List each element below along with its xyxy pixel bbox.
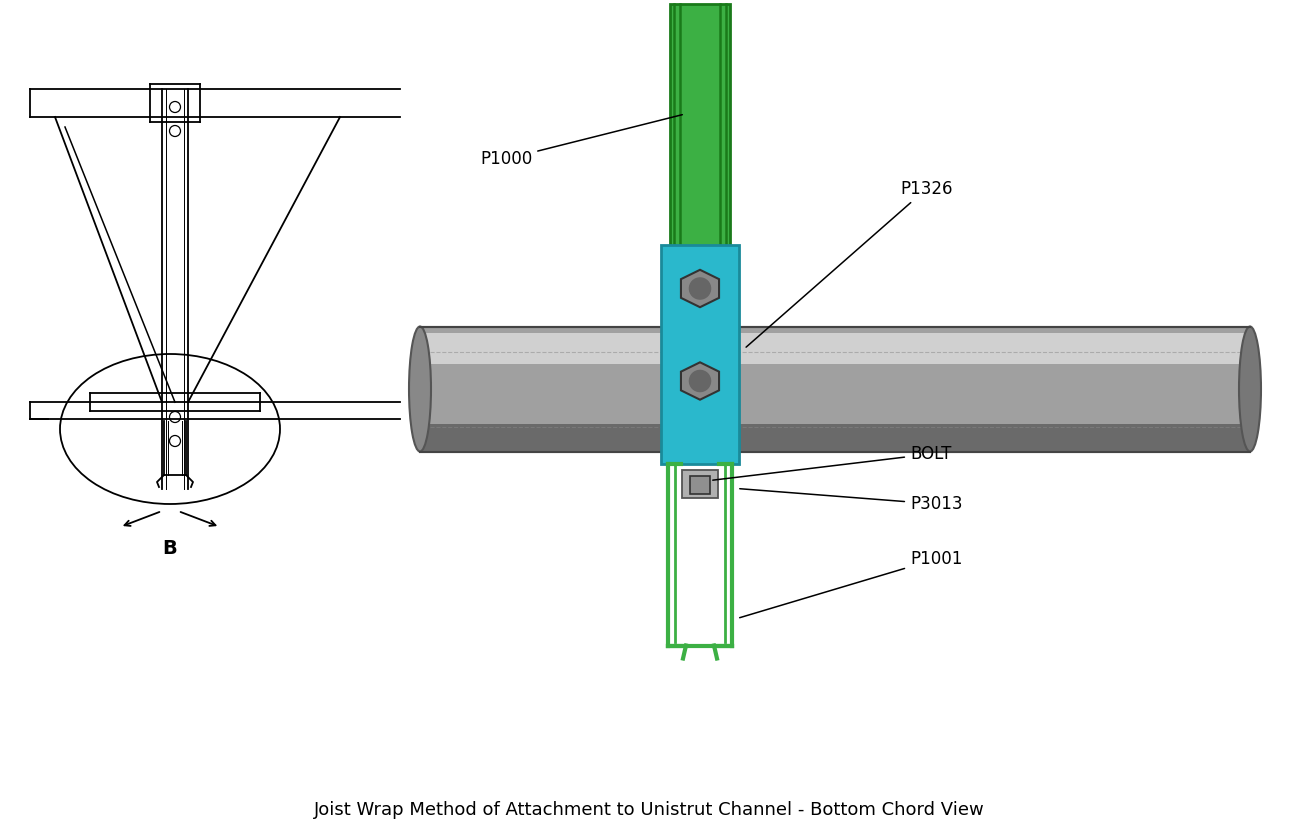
Bar — [691, 476, 710, 493]
Bar — [421, 326, 1250, 451]
Text: P1326: P1326 — [746, 180, 953, 347]
Text: P1001: P1001 — [740, 550, 962, 618]
Bar — [675, 467, 726, 640]
Ellipse shape — [409, 326, 431, 451]
Text: P1000: P1000 — [480, 115, 683, 168]
Text: P3013: P3013 — [740, 488, 963, 513]
Circle shape — [689, 278, 710, 299]
Bar — [421, 333, 1250, 364]
Polygon shape — [681, 362, 719, 399]
Bar — [681, 470, 718, 498]
Bar — [421, 424, 1250, 451]
Text: BOLT: BOLT — [713, 445, 951, 480]
Circle shape — [689, 371, 710, 392]
Ellipse shape — [1240, 326, 1260, 451]
Text: Joist Wrap Method of Attachment to Unistrut Channel - Bottom Chord View: Joist Wrap Method of Attachment to Unist… — [314, 801, 984, 819]
Bar — [670, 4, 729, 326]
Polygon shape — [681, 270, 719, 307]
Text: B: B — [162, 539, 178, 558]
Bar — [661, 244, 739, 463]
